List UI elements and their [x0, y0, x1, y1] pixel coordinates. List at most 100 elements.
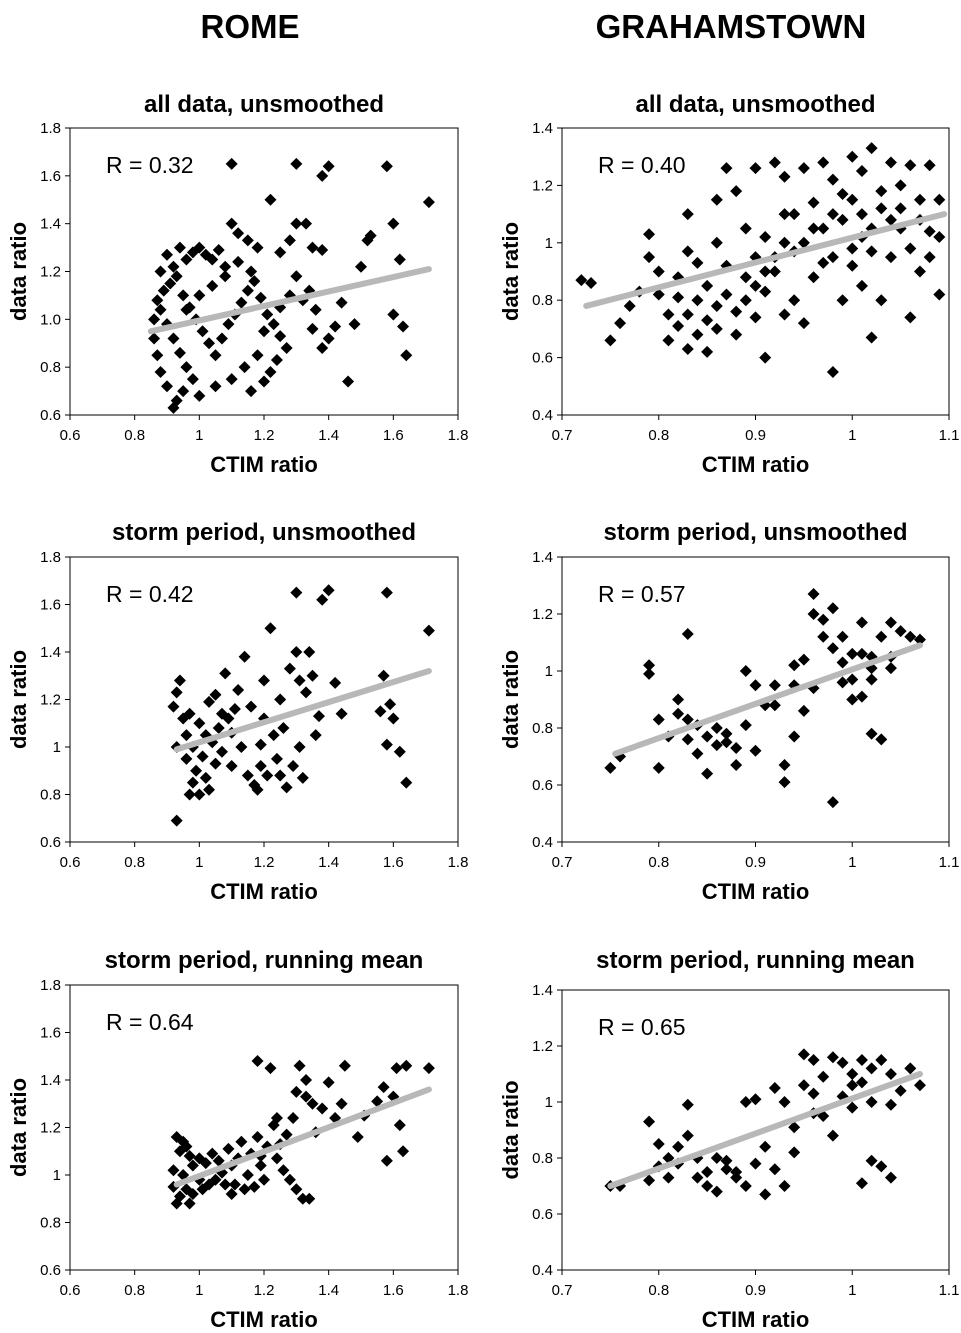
data-point: [817, 630, 830, 643]
data-point: [338, 1059, 351, 1072]
data-point: [183, 1150, 196, 1162]
data-point: [355, 260, 367, 273]
data-point: [681, 308, 694, 321]
data-points: [167, 1055, 435, 1210]
x-tick-label: 0.6: [60, 427, 81, 444]
data-point: [186, 1159, 199, 1172]
data-point: [251, 1055, 264, 1067]
data-point: [377, 669, 390, 682]
data-point: [335, 707, 348, 720]
data-point: [238, 1183, 251, 1196]
data-point: [335, 1097, 348, 1110]
data-point: [817, 222, 830, 235]
data-point: [768, 265, 781, 278]
y-tick-label: 0.8: [532, 720, 553, 737]
data-point: [865, 142, 878, 155]
data-point: [251, 783, 264, 796]
x-tick-label: 1.2: [254, 1282, 275, 1299]
y-tick-label: 1.6: [40, 597, 61, 614]
data-point: [151, 349, 164, 362]
data-point: [797, 704, 810, 717]
data-point: [691, 747, 704, 760]
data-point: [290, 1183, 303, 1196]
data-point: [154, 365, 167, 378]
data-point: [422, 624, 435, 637]
data-point: [177, 289, 190, 302]
data-point: [258, 674, 270, 687]
data-point: [199, 771, 212, 784]
data-point: [293, 674, 306, 687]
data-point: [884, 1098, 897, 1111]
data-point: [701, 1166, 714, 1178]
data-point: [662, 1171, 675, 1184]
data-point: [933, 231, 946, 244]
data-point: [248, 275, 261, 288]
data-point: [643, 1174, 656, 1187]
data-point: [316, 593, 329, 606]
data-point: [884, 156, 897, 169]
scatter-panel: storm period, running mean 0.7 0.8 0.9 1 1.1 0…: [498, 947, 959, 1332]
x-tick-label: 1: [195, 854, 203, 871]
data-point: [215, 707, 228, 720]
x-tick-label: 1: [195, 427, 203, 444]
y-tick-label: 0.8: [532, 292, 553, 309]
data-point: [768, 1163, 781, 1176]
data-point: [322, 584, 335, 597]
data-point: [710, 236, 723, 249]
data-point: [212, 722, 225, 734]
data-point: [865, 727, 878, 740]
data-point: [251, 349, 264, 362]
data-point: [681, 245, 694, 258]
y-axis-label: data ratio: [498, 222, 523, 321]
x-tick-label: 1.1: [939, 427, 960, 444]
data-point: [215, 745, 228, 758]
data-point: [720, 1154, 733, 1167]
data-point: [701, 1180, 714, 1192]
panel-title: all data, unsmoothed: [144, 91, 384, 118]
data-point: [274, 769, 287, 782]
data-point: [855, 165, 868, 178]
data-point: [643, 667, 656, 680]
data-point: [306, 322, 319, 335]
data-point: [303, 646, 316, 658]
data-point: [400, 776, 413, 789]
data-point: [730, 1171, 743, 1184]
data-point: [826, 1129, 839, 1142]
data-point: [380, 1154, 393, 1167]
y-tick-label: 1.2: [40, 264, 61, 281]
data-point: [251, 241, 264, 254]
data-point: [335, 296, 348, 309]
x-tick-label: 0.6: [60, 854, 81, 871]
data-point: [177, 385, 190, 398]
data-point: [807, 1054, 820, 1066]
data-point: [652, 761, 665, 774]
data-point: [206, 279, 219, 292]
data-point: [393, 745, 406, 758]
data-point: [193, 289, 206, 302]
data-point: [672, 707, 685, 720]
data-point: [277, 722, 290, 734]
y-tick-label: 1.4: [40, 644, 61, 661]
x-tick-label: 0.7: [552, 854, 573, 871]
scatter-panel: storm period, unsmoothed 0.6 0.8 1 1.2 1.4 1.6…: [6, 519, 468, 904]
regression-line: [173, 1086, 432, 1188]
data-point: [778, 1096, 791, 1108]
data-point: [170, 686, 183, 699]
data-point: [836, 188, 849, 201]
data-point: [875, 630, 888, 643]
data-point: [759, 1140, 772, 1153]
data-point: [277, 1164, 290, 1177]
data-point: [422, 196, 435, 209]
data-point: [807, 608, 820, 620]
data-point: [387, 308, 400, 321]
correlation-label: R = 0.32: [106, 152, 194, 178]
y-tick-label: 0.6: [532, 777, 553, 794]
data-point: [167, 700, 180, 713]
data-point: [371, 1095, 384, 1108]
data-point: [778, 236, 791, 249]
data-point: [807, 1087, 820, 1100]
data-point: [203, 337, 216, 350]
y-tick-label: 1.8: [40, 120, 61, 137]
data-point: [826, 1051, 839, 1064]
data-point: [778, 308, 791, 321]
